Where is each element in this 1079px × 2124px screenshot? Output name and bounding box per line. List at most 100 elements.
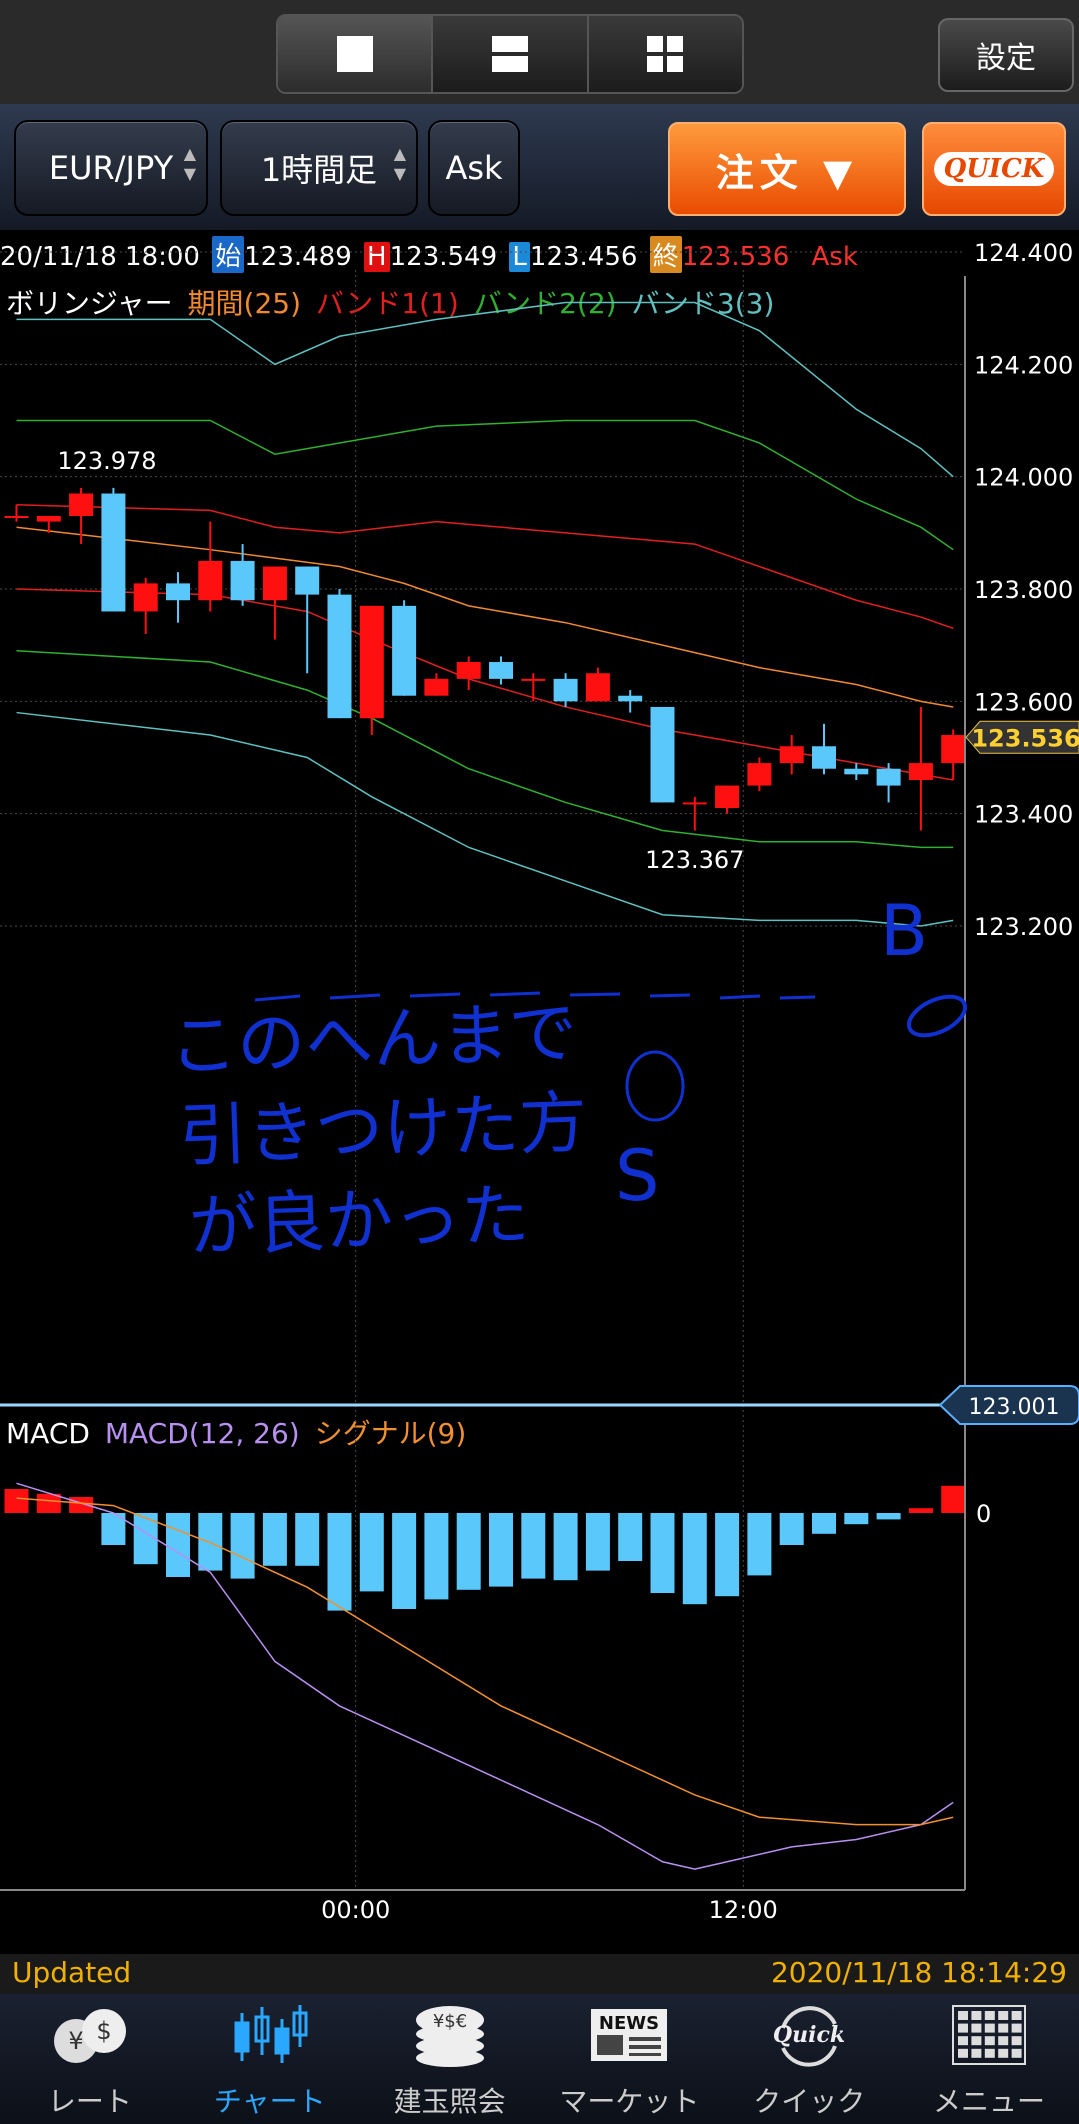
candle: [295, 566, 320, 674]
candle: [747, 757, 772, 792]
svg-text:$: $: [96, 2017, 111, 2045]
nav-chart[interactable]: チャート: [180, 1994, 360, 2124]
macd-histogram-bar: [812, 1513, 836, 1534]
macd-histogram-bar: [4, 1489, 29, 1513]
layout-double-button[interactable]: [433, 16, 589, 92]
menu-grid-cell: [958, 2023, 969, 2033]
handwritten-mark-s: S: [615, 1135, 659, 1217]
quick-order-button[interactable]: QUICK: [922, 122, 1066, 216]
signal-line: [16, 1497, 954, 1826]
candle: [133, 577, 158, 634]
macd-histogram-bar: [359, 1513, 384, 1592]
nav-menu[interactable]: メニュー: [899, 1994, 1079, 2124]
low-value: 123.456: [529, 242, 638, 272]
open-value: 123.489: [244, 242, 352, 272]
bollinger-band3_lower: [16, 711, 954, 927]
handwritten-note-line: 引きつけた方: [178, 1084, 589, 1177]
candlesticks: 123.978 123.367: [4, 447, 966, 874]
candle: [876, 763, 901, 803]
menu-grid-cell: [958, 2048, 969, 2058]
order-button[interactable]: 注文 ▼: [668, 122, 906, 216]
candle: [618, 690, 643, 713]
candle: [941, 729, 966, 780]
macd-histogram-bar: [262, 1513, 287, 1566]
handwritten-circle-b: [906, 994, 968, 1038]
rate-coins-icon: ¥ $: [48, 1996, 132, 2074]
nav-menu-label: メニュー: [933, 2085, 1046, 2118]
bollinger-bands: [16, 301, 954, 927]
svg-text:¥$€: ¥$€: [432, 2011, 466, 2032]
nav-positions[interactable]: ¥$€ 建玉照会: [360, 1994, 540, 2124]
time-tick-label: 12:00: [709, 1896, 778, 1924]
nav-quick[interactable]: Quick クイック: [719, 1994, 899, 2124]
candle: [424, 673, 449, 696]
macd-histogram-bar: [166, 1513, 190, 1577]
ohlc-info: 20/11/18 18:00 始 123.489 H 123.549 L 123.45…: [0, 236, 858, 273]
menu-grid-cell: [998, 2048, 1009, 2058]
bollinger-middle: [16, 526, 954, 708]
settings-button[interactable]: 設定: [938, 18, 1074, 92]
high-value: 123.549: [389, 242, 498, 272]
macd-name: MACD: [6, 1417, 90, 1450]
candle-body: [747, 763, 772, 786]
macd-histogram-bar: [553, 1513, 578, 1581]
candle-body: [424, 678, 449, 696]
candle: [812, 723, 836, 775]
macd-histogram-bar: [230, 1513, 255, 1579]
price-tick-label: 123.400: [974, 801, 1073, 829]
candle-body: [4, 515, 29, 518]
timeframe-select[interactable]: 1時間足 ▲ ▼: [220, 120, 418, 216]
macd-histogram-bar: [650, 1513, 675, 1593]
price-axis: 124.400 124.200 124.000 123.800 123.600 123.4…: [0, 239, 1079, 1924]
candle: [682, 796, 707, 831]
quad-pane-icon: [647, 36, 684, 72]
handwritten-dash-line: [254, 991, 816, 1002]
price-type-button[interactable]: Ask: [428, 120, 520, 216]
candle-body: [521, 678, 546, 681]
status-bar: Updated 2020/11/18 18:14:29: [0, 1954, 1079, 1994]
high-annotation: 123.978: [57, 447, 156, 475]
nav-quick-label: クイック: [753, 2085, 866, 2118]
layout-single-button[interactable]: [278, 16, 434, 92]
current-price-tag: [965, 720, 1079, 754]
macd-histogram-bar: [747, 1513, 772, 1576]
candle-body: [198, 560, 223, 601]
macd-histogram-bar: [327, 1513, 352, 1611]
macd-histogram-bar: [876, 1513, 901, 1520]
layout-quad-button[interactable]: [588, 16, 742, 92]
low-annotation: 123.367: [645, 846, 744, 874]
candle: [715, 785, 740, 814]
macd-histogram-bar: [424, 1513, 449, 1600]
candle-body: [101, 493, 126, 612]
nav-chart-label: チャート: [213, 2085, 326, 2118]
news-icon: NEWS: [589, 1996, 669, 2074]
candle-datetime: 20/11/18 18:00: [0, 242, 200, 272]
timeframe-value: 1時間足: [260, 151, 378, 189]
layout-selector: [276, 14, 744, 94]
candle-body: [69, 493, 94, 516]
price-tick-label: 123.600: [974, 688, 1073, 716]
macd-legend: MACD MACD(12, 26) シグナル(9): [6, 1412, 466, 1452]
nav-rate[interactable]: ¥ $ レート: [0, 1994, 180, 2124]
candle: [69, 487, 94, 545]
chart-grid: [0, 251, 965, 1890]
macd-params: MACD(12, 26): [104, 1417, 300, 1450]
open-tag: 始: [212, 236, 245, 273]
candle-body: [779, 746, 804, 764]
candle: [779, 735, 804, 775]
candle-body: [650, 706, 675, 803]
price-chart[interactable]: 123.978 123.367 124.400 124.200 124.000 123.…: [0, 0, 1079, 1954]
macd-histogram-bar: [908, 1508, 933, 1513]
bollinger-period: 期間(25): [187, 287, 301, 320]
nav-market[interactable]: NEWS マーケット: [539, 1994, 719, 2124]
handwritten-note-line: が良かった: [188, 1176, 531, 1267]
candle-body: [489, 662, 513, 679]
menu-grid-cell: [984, 2011, 995, 2020]
macd-signal: シグナル(9): [314, 1417, 467, 1450]
symbol-select[interactable]: EUR/JPY ▲ ▼: [14, 120, 208, 216]
candle: [908, 706, 933, 831]
candle-body: [166, 583, 190, 601]
price-tick-label: 124.400: [974, 239, 1073, 267]
menu-grid-cell: [984, 2036, 995, 2046]
spinner-arrows-icon: ▲ ▼: [183, 144, 196, 183]
